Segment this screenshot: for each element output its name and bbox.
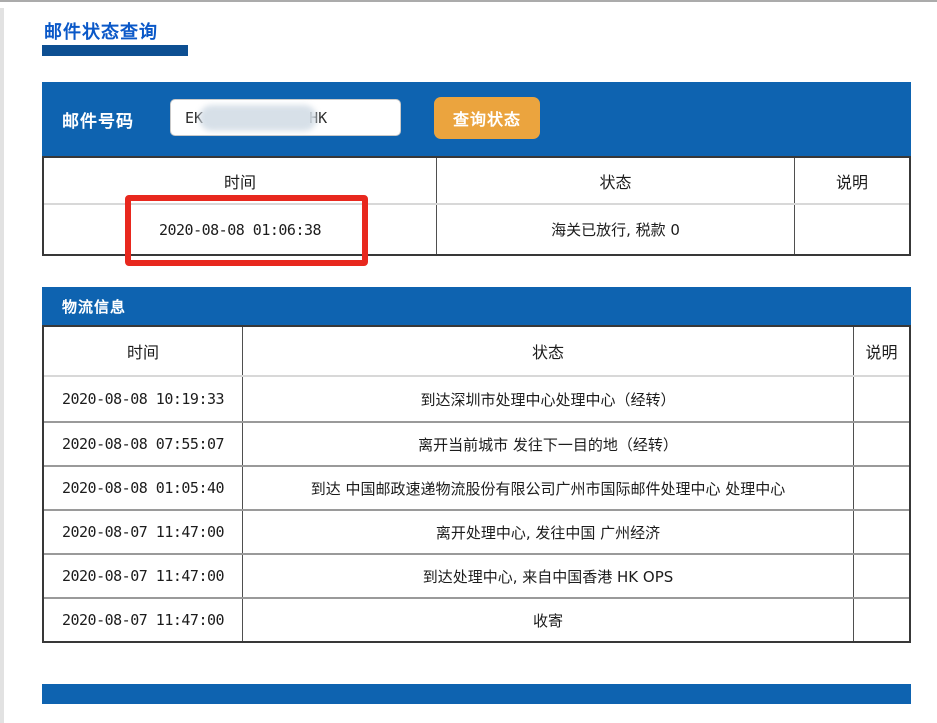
status-status-cell: 海关已放行, 税款 0: [437, 205, 795, 254]
status-table-header-status: 状态: [437, 158, 795, 203]
logistics-note-cell: [854, 467, 909, 509]
logistics-table-header: 时间 状态 说明: [44, 327, 909, 377]
logistics-time-cell: 2020-08-08 10:19:33: [44, 377, 243, 421]
table-row: 2020-08-08 01:06:38 海关已放行, 税款 0: [44, 205, 909, 254]
logistics-note-cell: [854, 423, 909, 465]
table-row: 2020-08-07 11:47:00 收寄: [44, 597, 909, 641]
status-table: 时间 状态 说明 2020-08-08 01:06:38 海关已放行, 税款 0: [42, 156, 911, 256]
logistics-status-cell: 到达 中国邮政速递物流股份有限公司广州市国际邮件处理中心 处理中心: [243, 467, 854, 509]
logistics-note-cell: [854, 555, 909, 597]
logistics-status-cell: 离开处理中心, 发往中国 广州经济: [243, 511, 854, 553]
logistics-time-cell: 2020-08-07 11:47:00: [44, 511, 243, 553]
tracking-number-prefix: EK: [185, 108, 204, 127]
table-row: 2020-08-08 10:19:33 到达深圳市处理中心处理中心（经转）: [44, 377, 909, 421]
page-title: 邮件状态查询: [44, 22, 158, 43]
status-note-cell: [795, 205, 909, 254]
logistics-status-cell: 到达处理中心, 来自中国香港 HK OPS: [243, 555, 854, 597]
top-border-line: [0, 0, 937, 2]
logistics-header-note: 说明: [865, 343, 898, 362]
logistics-time-cell: 2020-08-08 01:05:40: [44, 467, 243, 509]
table-row: 2020-08-07 11:47:00 离开处理中心, 发往中国 广州经济: [44, 509, 909, 553]
status-table-header-time: 时间: [44, 158, 437, 203]
query-status-button[interactable]: 查询状态: [434, 97, 540, 139]
tracking-number-input[interactable]: EK HK: [170, 99, 401, 136]
table-row: 2020-08-07 11:47:00 到达处理中心, 来自中国香港 HK OP…: [44, 553, 909, 597]
logistics-note-cell: [854, 377, 909, 421]
table-row: 2020-08-08 01:05:40 到达 中国邮政速递物流股份有限公司广州市…: [44, 465, 909, 509]
logistics-time-cell: 2020-08-07 11:47:00: [44, 555, 243, 597]
left-edge-strip: [0, 8, 4, 723]
status-table-header-note: 说明: [835, 172, 868, 192]
logistics-section-title: 物流信息: [62, 297, 127, 316]
status-time-cell: 2020-08-08 01:06:38: [44, 205, 437, 254]
logistics-time-cell: 2020-08-08 07:55:07: [44, 423, 243, 465]
table-row: 2020-08-08 07:55:07 离开当前城市 发往下一目的地（经转）: [44, 421, 909, 465]
search-panel: 邮件号码 EK HK 查询状态: [42, 82, 911, 156]
mail-number-label: 邮件号码: [62, 111, 134, 132]
logistics-table: 时间 状态 说明 2020-08-08 10:19:33 到达深圳市处理中心处理…: [42, 325, 911, 643]
logistics-status-cell: 离开当前城市 发往下一目的地（经转）: [243, 423, 854, 465]
logistics-section-header: 物流信息: [42, 287, 911, 325]
logistics-header-time: 时间: [44, 327, 243, 375]
title-underline: [42, 45, 188, 56]
status-table-header: 时间 状态 说明: [44, 158, 909, 205]
blurred-tracking-digits: [199, 104, 318, 131]
logistics-note-cell: [854, 599, 909, 641]
logistics-status-cell: 收寄: [243, 599, 854, 641]
logistics-header-status: 状态: [243, 327, 854, 375]
footer-bar: [42, 684, 911, 704]
logistics-note-cell: [854, 511, 909, 553]
logistics-status-cell: 到达深圳市处理中心处理中心（经转）: [243, 377, 854, 421]
logistics-time-cell: 2020-08-07 11:47:00: [44, 599, 243, 641]
